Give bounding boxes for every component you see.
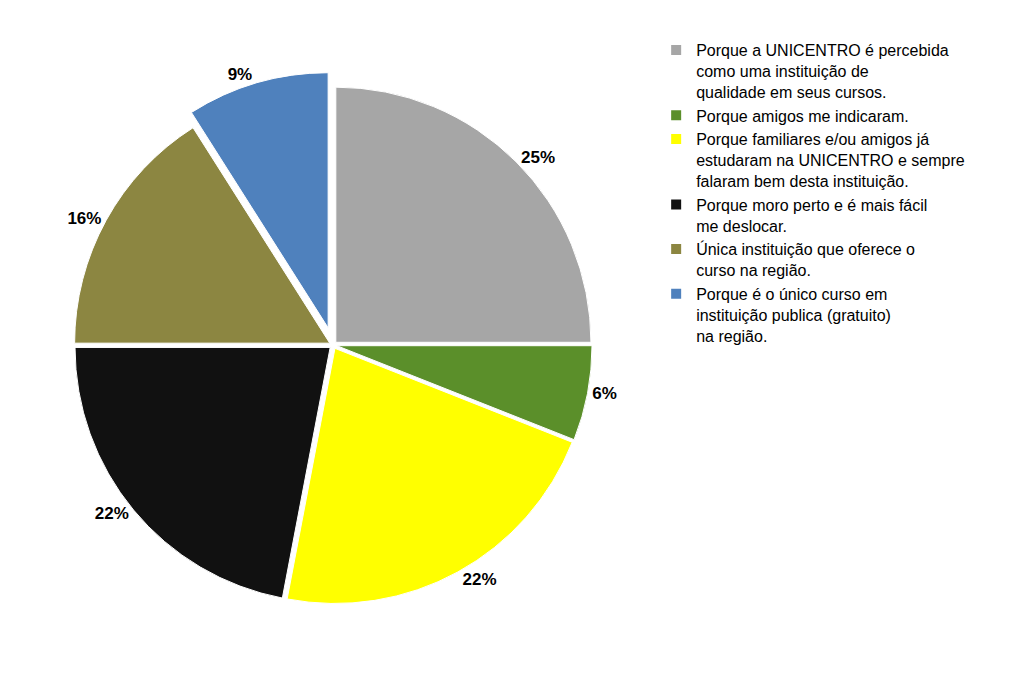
svg-text:22%: 22% <box>95 504 129 523</box>
svg-text:Porque moro perto e é mais fác: Porque moro perto e é mais fácilme deslo… <box>696 197 927 235</box>
svg-text:6%: 6% <box>592 384 617 403</box>
svg-text:Única instituição que oferece: Única instituição que oferece ocurso na … <box>696 240 915 279</box>
svg-text:9%: 9% <box>228 65 253 84</box>
svg-text:Porque familiares e/ou amigos: Porque familiares e/ou amigos jáestudara… <box>696 131 965 190</box>
svg-text:16%: 16% <box>67 209 101 228</box>
svg-text:Porque é o único curso eminsti: Porque é o único curso eminstituição pub… <box>696 286 891 345</box>
svg-text:Porque amigos me indicaram.: Porque amigos me indicaram. <box>696 108 909 125</box>
svg-text:Porque a UNICENTRO é percebida: Porque a UNICENTRO é percebidacomo uma i… <box>696 42 949 101</box>
svg-text:22%: 22% <box>463 570 497 589</box>
svg-text:25%: 25% <box>521 148 555 167</box>
